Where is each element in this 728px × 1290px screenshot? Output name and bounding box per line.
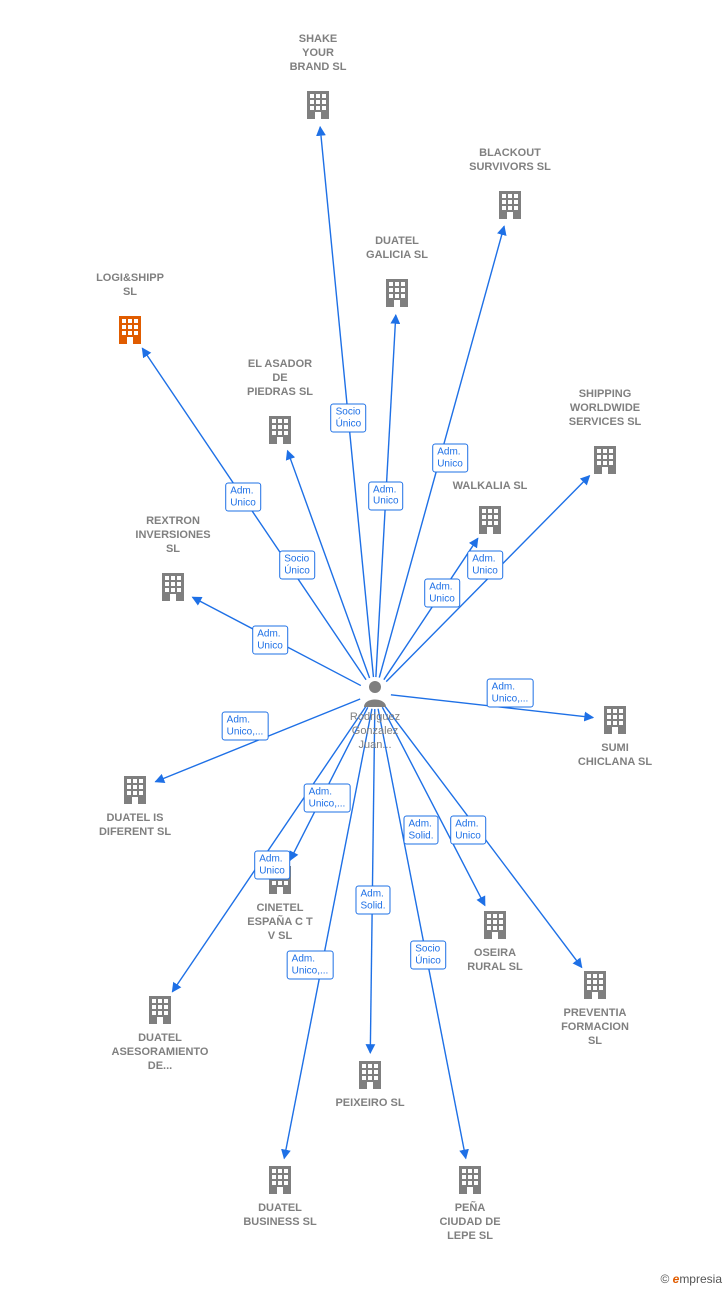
- node-label: OSEIRA RURAL SL: [467, 947, 522, 975]
- edge-label: Adm. Unico,...: [287, 951, 334, 980]
- building-icon: [456, 1164, 484, 1196]
- edge-label: Socio Único: [410, 941, 446, 970]
- building-icon: [496, 189, 524, 221]
- edge-label: Socio Único: [279, 551, 315, 580]
- edge-label: Adm. Unico: [467, 551, 503, 580]
- edge: [320, 127, 373, 677]
- building-icon: [383, 277, 411, 309]
- building-icon: [591, 444, 619, 476]
- building-icon: [116, 314, 144, 346]
- edge: [370, 709, 375, 1053]
- node-label: REXTRON INVERSIONES SL: [135, 515, 210, 556]
- node-label: LOGI&SHIPP SL: [96, 272, 164, 300]
- node-label: PEIXEIRO SL: [335, 1097, 404, 1111]
- edge-label: Adm. Unico: [252, 626, 288, 655]
- person-icon: [362, 679, 388, 707]
- building-icon: [581, 969, 609, 1001]
- edge-label: Adm. Unico,...: [222, 712, 269, 741]
- edge-label: Socio Único: [331, 404, 367, 433]
- building-icon: [476, 504, 504, 536]
- node-label: DUATEL GALICIA SL: [366, 235, 428, 263]
- building-icon: [146, 994, 174, 1026]
- edge-label: Adm. Unico: [450, 816, 486, 845]
- building-icon: [356, 1059, 384, 1091]
- edge-label: Adm. Unico: [368, 481, 404, 510]
- edge-label: Adm. Solid.: [403, 816, 438, 845]
- node-label: SHAKE YOUR BRAND SL: [290, 33, 347, 74]
- node-label: WALKALIA SL: [453, 480, 528, 494]
- building-icon: [159, 571, 187, 603]
- edge-label: Adm. Unico: [432, 444, 468, 473]
- building-icon: [481, 909, 509, 941]
- edge-label: Adm. Unico,...: [304, 784, 351, 813]
- credit: © empresia: [660, 1272, 722, 1286]
- edge-label: Adm. Unico: [424, 579, 460, 608]
- edge-label: Adm. Unico: [254, 851, 290, 880]
- node-label: PREVENTIA FORMACION SL: [561, 1007, 629, 1048]
- edge-label: Adm. Unico: [225, 483, 261, 512]
- edge-label: Adm. Unico,...: [487, 679, 534, 708]
- building-icon: [304, 89, 332, 121]
- node-label: PEÑA CIUDAD DE LEPE SL: [439, 1202, 500, 1243]
- node-label: DUATEL ASESORAMIENTO DE...: [112, 1032, 209, 1073]
- node-label: DUATEL BUSINESS SL: [243, 1202, 316, 1230]
- building-icon: [601, 704, 629, 736]
- edge: [172, 706, 366, 992]
- node-label: EL ASADOR DE PIEDRAS SL: [247, 358, 313, 399]
- credit-text: mpresia: [679, 1272, 722, 1286]
- copyright-symbol: ©: [660, 1272, 669, 1286]
- node-label: CINETEL ESPAÑA C T V SL: [247, 902, 312, 943]
- node-label: SUMI CHICLANA SL: [578, 742, 652, 770]
- building-icon: [266, 414, 294, 446]
- building-icon: [266, 1164, 294, 1196]
- edge-label: Adm. Solid.: [355, 886, 390, 915]
- node-label: SHIPPING WORLDWIDE SERVICES SL: [569, 388, 642, 429]
- node-label: BLACKOUT SURVIVORS SL: [469, 147, 551, 175]
- building-icon: [121, 774, 149, 806]
- edge: [378, 709, 466, 1159]
- center-label: Rodriguez Gonzalez Juan...: [350, 711, 400, 752]
- node-label: DUATEL IS DIFERENT SL: [99, 812, 171, 840]
